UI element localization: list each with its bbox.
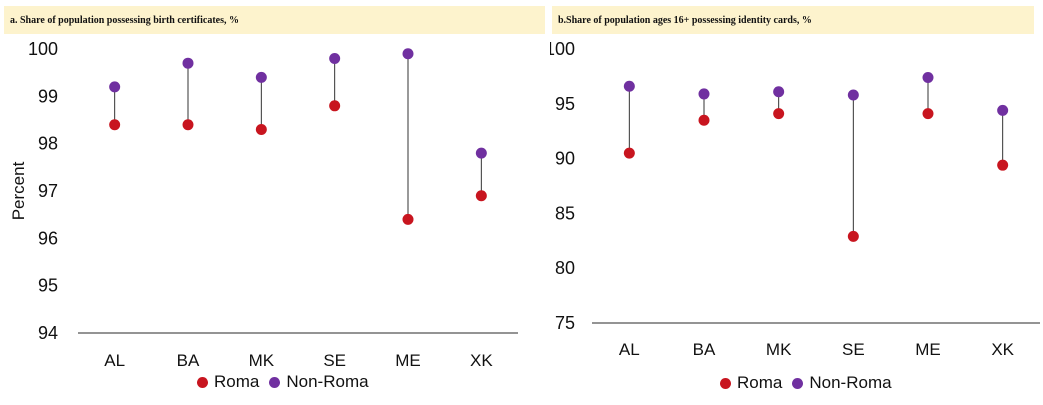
chart-title-band: b.Share of population ages 16+ possessin… [552, 6, 1034, 34]
x-tick-label: ME [915, 340, 941, 359]
roma-point [922, 108, 934, 120]
y-tick-label: 97 [38, 181, 58, 201]
legend-label-non-roma: Non-Roma [286, 372, 369, 391]
y-tick-label: 100 [550, 39, 575, 59]
chart-b-plot: 7580859095100PercentALBAMKSEMEXK [550, 39, 1040, 359]
chart-title: b.Share of population ages 16+ possessin… [558, 14, 812, 26]
non-roma-point [255, 71, 267, 83]
non-roma-point [475, 147, 487, 159]
roma-marker-icon [720, 377, 731, 389]
roma-point [698, 114, 710, 126]
non-roma-point [109, 81, 121, 93]
roma-point [255, 123, 267, 135]
roma-point [182, 119, 194, 131]
roma-point [623, 147, 635, 159]
x-tick-label: AL [104, 351, 125, 370]
y-tick-label: 100 [28, 39, 58, 59]
legend-item-roma: Roma [197, 372, 259, 392]
y-tick-label: 99 [38, 86, 58, 106]
roma-point [475, 190, 487, 202]
panel-identity-cards: b.Share of population ages 16+ possessin… [550, 0, 1043, 405]
roma-point [847, 230, 859, 242]
legend-item-non-roma: Non-Roma [792, 373, 892, 393]
x-tick-label: XK [470, 351, 493, 370]
chart-legend: Roma Non-Roma [720, 373, 892, 393]
non-roma-point [997, 104, 1009, 116]
non-roma-point [847, 89, 859, 101]
legend-label-roma: Roma [214, 372, 260, 391]
roma-point [109, 119, 121, 131]
roma-point [997, 159, 1009, 171]
non-roma-marker-icon [792, 377, 804, 389]
legend-label-roma: Roma [737, 373, 783, 392]
y-tick-label: 98 [38, 134, 58, 154]
non-roma-point [402, 48, 414, 60]
x-tick-label: BA [693, 340, 716, 359]
y-tick-label: 75 [555, 313, 575, 333]
y-tick-label: 95 [38, 276, 58, 296]
legend-item-non-roma: Non-Roma [269, 372, 369, 392]
chart-title-band: a. Share of population possessing birth … [4, 6, 545, 34]
roma-point [329, 100, 341, 112]
y-tick-label: 90 [555, 149, 575, 169]
roma-point [773, 108, 785, 120]
x-tick-label: XK [991, 340, 1014, 359]
y-tick-label: 95 [555, 94, 575, 114]
non-roma-point [182, 57, 194, 69]
x-tick-label: SE [842, 340, 865, 359]
chart-legend: Roma Non-Roma [197, 372, 369, 392]
y-tick-label: 94 [38, 323, 58, 343]
x-tick-label: SE [323, 351, 346, 370]
x-tick-label: AL [619, 340, 640, 359]
y-tick-label: 96 [38, 228, 58, 248]
x-tick-label: BA [177, 351, 200, 370]
non-roma-marker-icon [269, 376, 281, 388]
y-axis-label: Percent [9, 161, 28, 220]
non-roma-point [698, 88, 710, 100]
legend-label-non-roma: Non-Roma [809, 373, 892, 392]
legend-item-roma: Roma [720, 373, 782, 393]
x-tick-label: MK [766, 340, 792, 359]
non-roma-point [623, 80, 635, 92]
y-tick-label: 80 [555, 258, 575, 278]
non-roma-point [329, 52, 341, 64]
x-tick-label: ME [395, 351, 421, 370]
roma-marker-icon [197, 376, 208, 388]
chart-a-plot: 94 95 96 97 98 99 100 Percent AL BA MK SE ME XK [9, 39, 518, 370]
chart-title: a. Share of population possessing birth … [10, 14, 239, 26]
non-roma-point [922, 71, 934, 83]
y-tick-label: 85 [555, 203, 575, 223]
x-tick-label: MK [249, 351, 275, 370]
panel-birth-certificates: a. Share of population possessing birth … [4, 6, 545, 392]
roma-point [402, 213, 414, 225]
non-roma-point [773, 86, 785, 98]
